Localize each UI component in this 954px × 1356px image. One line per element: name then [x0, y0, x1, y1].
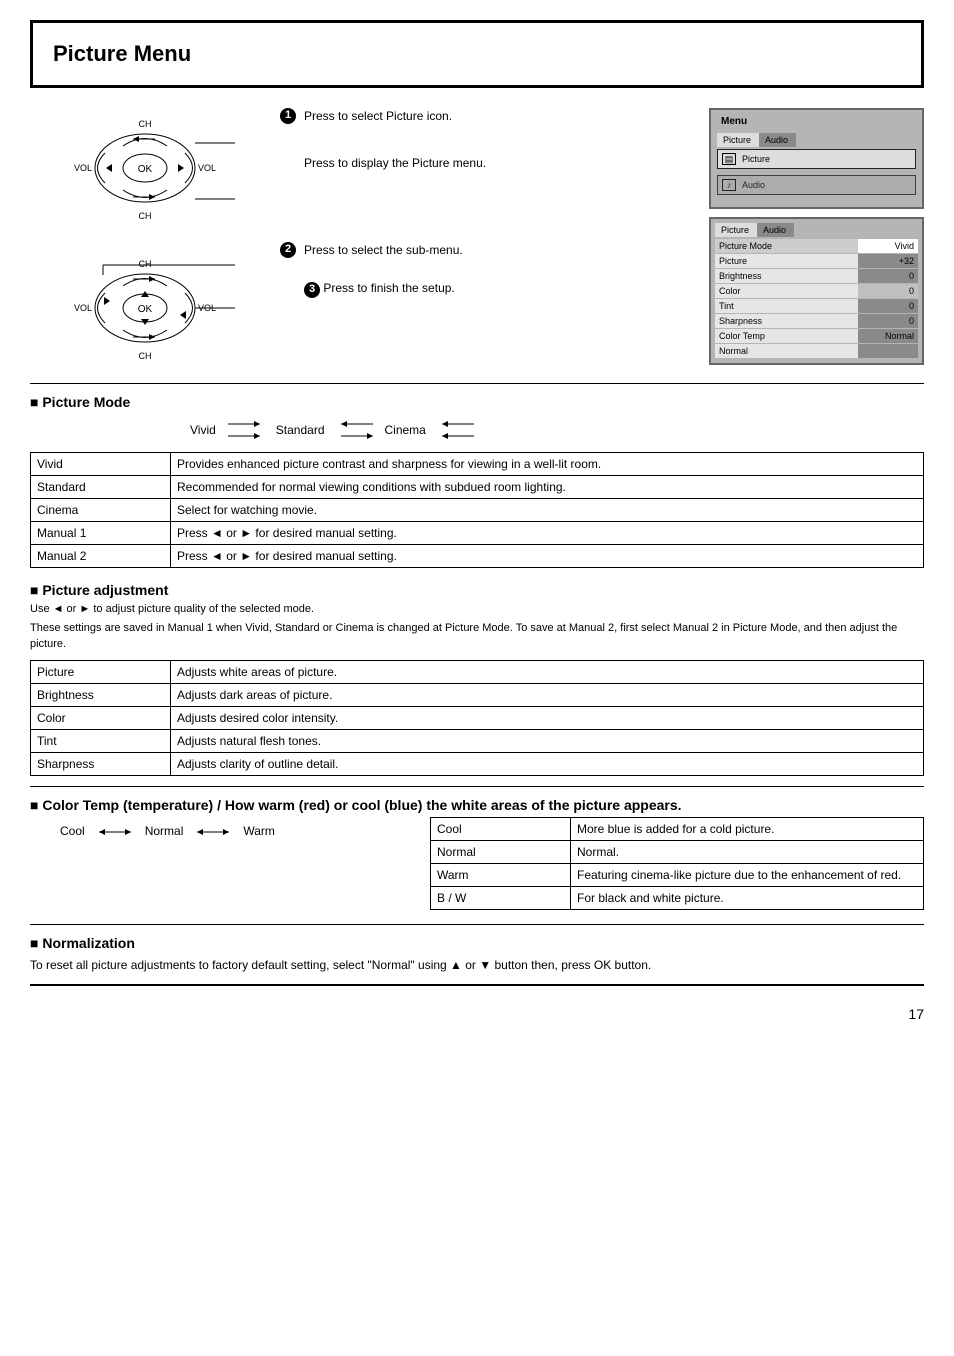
step-3-text: 3 Press to finish the setup.: [304, 280, 689, 298]
picture-adjust-table: PictureAdjusts white areas of picture.Br…: [30, 660, 924, 776]
osd2-row: Brightness0: [715, 269, 918, 283]
arrow-pair-icon: [335, 418, 375, 442]
color-temp-head: ■ Color Temp (temperature) / How warm (r…: [30, 797, 924, 813]
picture-adjust-head: ■ Picture adjustment: [30, 582, 924, 598]
osd2-row: Picture ModeVivid: [715, 239, 918, 253]
picture-icon: ▤: [722, 153, 736, 165]
vol-l: VOL: [74, 163, 92, 173]
step-2: 2 Press to select the sub-menu.: [280, 242, 689, 259]
osd-tab-picture: Picture: [717, 133, 759, 147]
table-row: NormalNormal.: [431, 841, 924, 864]
step-2-text: Press to select the sub-menu.: [304, 242, 463, 259]
osd2-row: Color TempNormal: [715, 329, 918, 343]
svg-text:CH: CH: [139, 351, 152, 361]
picture-adjust-note2: These settings are saved in Manual 1 whe…: [30, 621, 924, 652]
dpad-diagram-2: OK CH CH VOL VOL: [55, 253, 235, 363]
osd-title: Menu: [717, 116, 916, 127]
arrow-pair-icon: [226, 418, 266, 442]
svg-text:VOL: VOL: [74, 303, 92, 313]
ok-label: OK: [138, 164, 153, 175]
osd2-tab-audio: Audio: [757, 223, 794, 237]
dpad-diagram-1: OK CH CH VOL VOL: [55, 113, 235, 223]
svg-text:OK: OK: [138, 304, 153, 315]
table-row: StandardRecommended for normal viewing c…: [31, 476, 924, 499]
normalization-head: ■ Normalization: [30, 935, 924, 951]
picture-mode-cycle: Vivid Standard Cinema: [30, 414, 924, 452]
osd-picture-menu: Picture Audio Picture ModeVividPicture+3…: [709, 217, 924, 365]
color-temp-cycle: Cool Normal Warm: [30, 817, 410, 848]
page-title: Picture Menu: [30, 20, 924, 88]
color-temp-table: CoolMore blue is added for a cold pictur…: [430, 817, 924, 910]
ch-bot: CH: [139, 211, 152, 221]
normalization-text: To reset all picture adjustments to fact…: [30, 957, 924, 974]
table-row: ColorAdjusts desired color intensity.: [31, 707, 924, 730]
table-row: CinemaSelect for watching movie.: [31, 499, 924, 522]
picture-mode-head: ■ Picture Mode: [30, 394, 924, 410]
table-row: BrightnessAdjusts dark areas of picture.: [31, 684, 924, 707]
table-row: WarmFeaturing cinema-like picture due to…: [431, 864, 924, 887]
osd2-tab-picture: Picture: [715, 223, 757, 237]
svg-text:CH: CH: [139, 259, 152, 269]
osd2-row: Sharpness0: [715, 314, 918, 328]
picture-mode-table: VividProvides enhanced picture contrast …: [30, 452, 924, 568]
steps-column: 1 Press to select Picture icon. Press to…: [280, 108, 689, 373]
top-section: OK CH CH VOL VOL OK CH CH VOL VOL: [30, 108, 924, 373]
picture-adjust-note1: Use ◄ or ► to adjust picture quality of …: [30, 602, 924, 617]
table-row: TintAdjusts natural flesh tones.: [31, 730, 924, 753]
ch-top: CH: [139, 119, 152, 129]
osd2-row: Picture+32: [715, 254, 918, 268]
osd-field-picture: ▤ Picture: [717, 149, 916, 169]
table-row: Manual 2Press ◄ or ► for desired manual …: [31, 545, 924, 568]
step-3-num: 3: [304, 282, 320, 298]
step-1-text2: Press to display the Picture menu.: [304, 155, 689, 172]
step-1-text1: Press to select Picture icon.: [304, 108, 452, 125]
osd2-row: Tint0: [715, 299, 918, 313]
arrow-pair-icon: [436, 418, 476, 442]
table-row: CoolMore blue is added for a cold pictur…: [431, 818, 924, 841]
osd2-row: Color0: [715, 284, 918, 298]
page-number: 17: [30, 1006, 924, 1022]
osd-tab-audio: Audio: [759, 133, 796, 147]
dpad-column: OK CH CH VOL VOL OK CH CH VOL VOL: [30, 108, 260, 373]
vol-r: VOL: [198, 163, 216, 173]
audio-icon: ♪: [722, 179, 736, 191]
color-temp-row: Cool Normal Warm CoolMore blue is added …: [30, 817, 924, 914]
step-2-num: 2: [280, 242, 296, 258]
table-row: VividProvides enhanced picture contrast …: [31, 453, 924, 476]
table-row: Manual 1Press ◄ or ► for desired manual …: [31, 522, 924, 545]
osd-menu: Menu Picture Audio ▤ Picture ♪ Audio: [709, 108, 924, 209]
osd-column: Menu Picture Audio ▤ Picture ♪ Audio Pic…: [709, 108, 924, 373]
osd2-row: Normal: [715, 344, 918, 358]
table-row: PictureAdjusts white areas of picture.: [31, 661, 924, 684]
step-1a: 1 Press to select Picture icon.: [280, 108, 689, 125]
table-row: B / WFor black and white picture.: [431, 887, 924, 910]
step-1-num: 1: [280, 108, 296, 124]
table-row: SharpnessAdjusts clarity of outline deta…: [31, 753, 924, 776]
osd-field-audio: ♪ Audio: [717, 175, 916, 195]
